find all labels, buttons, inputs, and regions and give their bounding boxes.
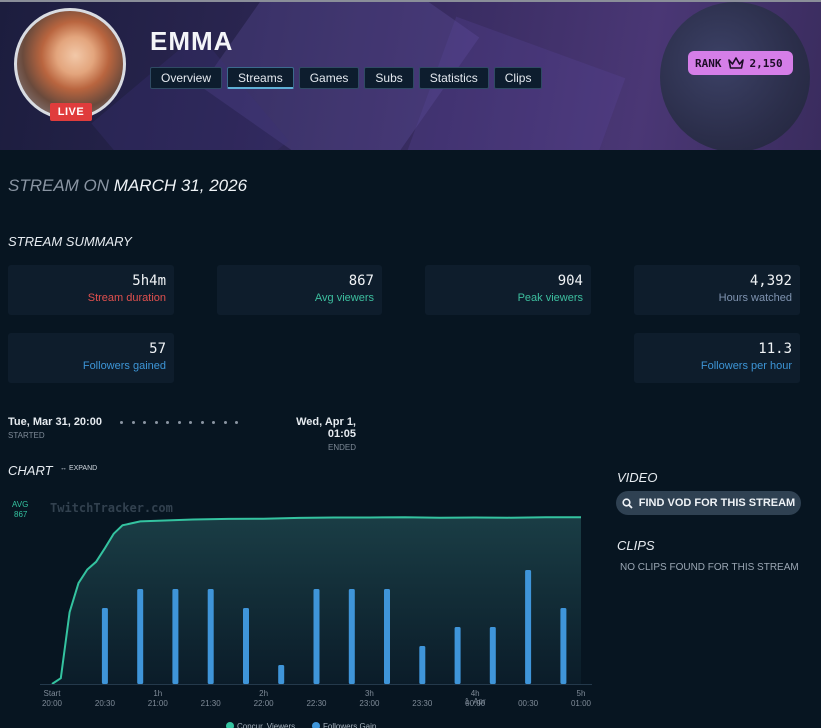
timeline-dots <box>120 421 238 424</box>
channel-tabs: Overview Streams Games Subs Statistics C… <box>150 67 543 89</box>
stream-summary-heading: STREAM SUMMARY <box>8 234 132 249</box>
avatar[interactable] <box>14 8 126 120</box>
tab-clips[interactable]: Clips <box>493 67 543 89</box>
stat-value: 867 <box>348 273 374 289</box>
stat-card-hours-watched: 4,392 Hours watched <box>634 265 800 315</box>
x-tick-time: 23:00 <box>359 699 380 708</box>
followers-bar <box>313 589 320 684</box>
channel-name: EMMA <box>150 26 234 56</box>
stat-card-duration: 5h4m Stream duration <box>8 265 174 315</box>
x-tick-label: 5h <box>577 689 586 698</box>
stat-label: Stream duration <box>87 292 166 304</box>
followers-bar <box>419 646 426 684</box>
x-tick-time: 00:30 <box>518 699 539 708</box>
find-vod-label: FIND VOD FOR THIS STREAM <box>638 497 796 509</box>
chart-watermark: TwitchTracker.com <box>50 501 173 515</box>
stat-value: 57 <box>149 341 166 357</box>
tab-overview[interactable]: Overview <box>150 67 223 89</box>
page-title-prefix: STREAM ON <box>8 176 110 195</box>
x-tick-time: 22:00 <box>254 699 275 708</box>
stat-label: Avg viewers <box>314 292 374 304</box>
avg-value: 867 <box>14 510 28 519</box>
x-tick-label: 1h <box>153 689 162 698</box>
channel-banner: LIVE EMMA Overview Streams Games Subs St… <box>0 0 821 150</box>
followers-bar <box>243 608 249 684</box>
crown-icon <box>727 57 744 69</box>
viewers-line <box>51 516 581 685</box>
followers-bar <box>348 589 355 684</box>
rank-badge[interactable]: RANK 2,150 <box>688 51 793 75</box>
stat-label: Hours watched <box>718 292 792 304</box>
followers-bar <box>560 608 567 684</box>
legend-marker <box>312 722 320 728</box>
followers-bar <box>207 589 214 684</box>
stat-card-followers-per-hour: 11.3 Followers per hour <box>634 333 800 383</box>
x-tick-label: 3h <box>365 689 374 698</box>
stat-value: 4,392 <box>749 273 792 289</box>
x-tick-time: 20:00 <box>42 699 63 708</box>
expand-chart-button[interactable]: ↔ EXPAND <box>60 465 98 472</box>
clips-heading: CLIPS <box>617 538 655 553</box>
followers-bar <box>101 608 108 684</box>
x-tick-time: 21:00 <box>148 699 169 708</box>
search-icon <box>622 497 633 509</box>
followers-bar <box>278 665 285 684</box>
banner-moon-art <box>660 2 810 150</box>
stream-end-time: Wed, Apr 1, 01:05 ENDED <box>272 416 356 452</box>
stat-value: 904 <box>557 273 583 289</box>
stat-label: Followers gained <box>82 360 166 372</box>
legend-marker <box>226 722 234 728</box>
stat-label: Followers per hour <box>700 360 792 372</box>
stat-value: 11.3 <box>758 341 792 357</box>
start-label: STARTED <box>8 431 45 440</box>
stat-card-avg-viewers: 867 Avg viewers <box>217 265 382 315</box>
live-badge: LIVE <box>50 103 92 121</box>
channel-avatar-wrap[interactable]: LIVE <box>14 8 126 121</box>
x-tick-time: 00:00 <box>465 699 486 708</box>
x-tick-label: Start <box>44 689 62 698</box>
x-tick-time: 21:30 <box>201 699 222 708</box>
followers-bar <box>137 589 144 684</box>
followers-bar <box>172 589 179 684</box>
find-vod-button[interactable]: FIND VOD FOR THIS STREAM <box>616 491 801 515</box>
stat-label: Peak viewers <box>517 292 583 304</box>
followers-bar <box>454 627 461 684</box>
chart-heading: CHART <box>8 463 53 478</box>
x-tick-time: 20:30 <box>95 699 116 708</box>
x-tick-time: 01:00 <box>571 699 592 708</box>
tab-subs[interactable]: Subs <box>364 67 414 89</box>
stat-card-followers-gained: 57 Followers gained <box>8 333 174 383</box>
no-clips-message: NO CLIPS FOUND FOR THIS STREAM <box>620 562 799 573</box>
followers-bar <box>384 589 390 684</box>
page-title: STREAM ON MARCH 31, 2026 <box>8 176 247 196</box>
rank-value: 2,150 <box>749 56 783 70</box>
end-datetime: Wed, Apr 1, 01:05 <box>296 416 356 440</box>
x-tick-date: 1. Apr <box>465 697 486 706</box>
stream-start-time: Tue, Mar 31, 20:00 STARTED <box>8 416 102 440</box>
rank-label: RANK <box>695 56 722 70</box>
x-tick-time: 23:30 <box>412 699 433 708</box>
followers-bar <box>489 627 496 684</box>
page-title-date: MARCH 31, 2026 <box>113 176 248 195</box>
x-tick-time: 22:30 <box>306 699 327 708</box>
tab-streams[interactable]: Streams <box>227 67 294 89</box>
tab-statistics[interactable]: Statistics <box>418 67 489 89</box>
tab-games[interactable]: Games <box>298 67 360 89</box>
end-label: ENDED <box>327 443 356 452</box>
stat-value: 5h4m <box>132 273 166 289</box>
video-heading: VIDEO <box>617 470 658 485</box>
stat-card-peak-viewers: 904 Peak viewers <box>425 265 591 315</box>
x-tick-label: 2h <box>259 689 268 698</box>
x-tick-label: 4h <box>471 689 480 698</box>
legend-label: Followers Gain <box>323 722 376 728</box>
avg-label: AVG <box>12 500 28 509</box>
start-datetime: Tue, Mar 31, 20:00 <box>8 416 102 428</box>
followers-bar <box>525 570 532 684</box>
legend-label: Concur. Viewers <box>237 722 295 728</box>
